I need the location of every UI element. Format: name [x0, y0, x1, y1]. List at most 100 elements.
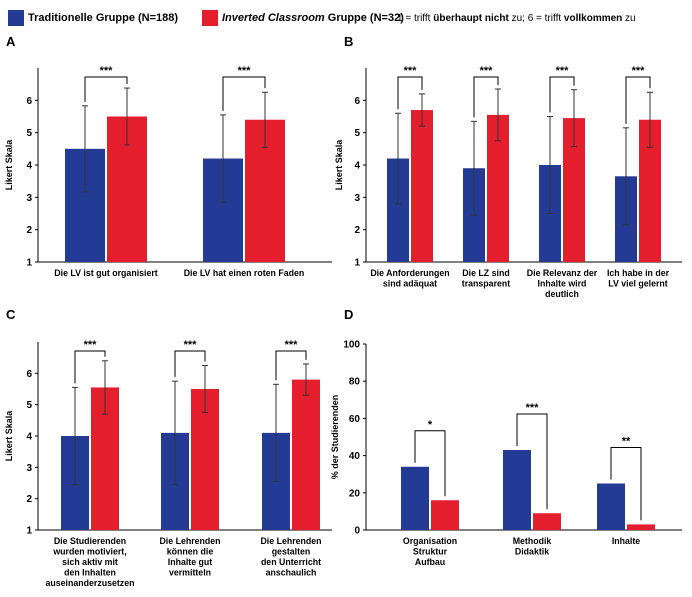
- bar-d-2-traditional: [597, 483, 625, 530]
- y-tick-label-b-1: 2: [354, 225, 360, 236]
- y-tick-label-d-4: 80: [349, 377, 361, 388]
- panel-letter-a: A: [6, 34, 16, 49]
- y-tick-label-b-4: 5: [354, 128, 360, 139]
- scale-prefix: 1 = trifft: [397, 13, 434, 24]
- panel-letter-d: D: [344, 307, 353, 322]
- x-tick-label-b-3-1: LV viel gelernt: [608, 279, 668, 289]
- x-tick-label-c-2-3: anschaulich: [266, 568, 317, 578]
- y-tick-label-b-5: 6: [354, 96, 360, 107]
- significance-bracket-d-1: [516, 413, 548, 510]
- y-tick-label-c-3: 4: [26, 432, 32, 443]
- legend-label-inverted-rest: Gruppe (N=32): [324, 12, 404, 24]
- x-tick-label-b-1-1: transparent: [462, 279, 510, 289]
- significance-bracket-a-0: [84, 76, 128, 102]
- significance-label-b-1: ***: [480, 65, 494, 77]
- significance-label-d-0: *: [428, 419, 433, 431]
- significance-bracket-d-0: [414, 430, 446, 497]
- x-tick-label-c-0-1: wurden motiviert,: [52, 547, 126, 557]
- legend-label-traditional: Traditionelle Gruppe (N=188): [28, 12, 179, 24]
- x-tick-label-c-0-3: den Inhalten: [64, 568, 116, 578]
- y-tick-label-b-0: 1: [354, 258, 360, 269]
- significance-label-a-0: ***: [100, 65, 114, 77]
- x-tick-label-c-1-1: können die: [167, 547, 214, 557]
- y-tick-label-a-1: 2: [26, 225, 32, 236]
- panel-c: C 1 2 3 4 5 6 Likert Skala *** Die Studierendenwu…: [4, 307, 332, 588]
- significance-label-c-1: ***: [184, 339, 198, 351]
- x-tick-label-d-0-2: Aufbau: [415, 557, 445, 567]
- scale-mid: zu; 6 = trifft: [508, 13, 564, 24]
- y-tick-label-d-1: 20: [349, 488, 361, 499]
- y-tick-label-b-2: 3: [354, 193, 360, 204]
- y-tick-label-c-1: 2: [26, 494, 32, 505]
- significance-bracket-c-2: [275, 350, 307, 381]
- significance-bracket-b-1: [473, 76, 499, 118]
- bar-d-1-inverted: [533, 513, 561, 530]
- bar-b-0-inverted: [411, 110, 433, 263]
- x-tick-label-d-2-0: Inhalte: [612, 536, 640, 546]
- bar-d-1-traditional: [503, 450, 531, 530]
- x-tick-label-b-1-0: Die LZ sind: [462, 268, 509, 278]
- legend-swatch-traditional: [8, 10, 24, 26]
- significance-bracket-a-1: [222, 76, 266, 111]
- bar-d-0-inverted: [431, 500, 459, 530]
- y-tick-label-c-2: 3: [26, 463, 32, 474]
- legend-label-inverted-name: Inverted Classroom: [222, 12, 325, 24]
- y-tick-label-d-5: 100: [343, 340, 360, 351]
- x-tick-label-d-0-1: Struktur: [413, 547, 448, 557]
- y-axis-label-c: Likert Skala: [4, 410, 14, 462]
- x-tick-label-d-0-0: Organisation: [403, 536, 457, 546]
- x-tick-label-c-1-0: Die Lehrenden: [159, 536, 220, 546]
- x-tick-label-a-1-0: Die LV hat einen roten Faden: [184, 268, 305, 278]
- x-tick-label-b-0-0: Die Anforderungen: [370, 268, 449, 278]
- significance-bracket-b-2: [549, 76, 575, 113]
- significance-bracket-b-0: [397, 76, 423, 110]
- x-tick-label-b-0-1: sind adäquat: [383, 279, 437, 289]
- y-tick-label-d-3: 60: [349, 414, 361, 425]
- legend-swatch-inverted: [202, 10, 218, 26]
- bar-b-2-inverted: [563, 118, 585, 262]
- x-tick-label-c-2-0: Die Lehrenden: [260, 536, 321, 546]
- y-tick-label-a-0: 1: [26, 258, 32, 269]
- x-tick-label-c-0-2: sich aktiv mit: [62, 557, 118, 567]
- x-tick-label-b-2-0: Die Relevanz der: [527, 268, 598, 278]
- panel-d: D 0 20 40 60 80 100 % der Studierenden * Organisa…: [330, 307, 682, 567]
- x-tick-label-c-0-4: auseinanderzusetzen: [46, 578, 135, 588]
- y-tick-label-a-5: 6: [26, 96, 32, 107]
- y-tick-label-c-5: 6: [26, 369, 32, 380]
- significance-label-a-1: ***: [238, 65, 252, 77]
- significance-label-b-0: ***: [404, 65, 418, 77]
- legend: Traditionelle Gruppe (N=188) Inverted Cl…: [0, 0, 692, 28]
- y-axis-label-b: Likert Skala: [334, 139, 344, 191]
- bar-d-2-inverted: [627, 524, 655, 530]
- scale-bold-1: überhaupt nicht: [433, 13, 509, 24]
- y-axis-label-d: % der Studierenden: [330, 395, 340, 480]
- y-tick-label-d-2: 40: [349, 451, 361, 462]
- panel-letter-b: B: [344, 34, 353, 49]
- x-tick-label-d-1-1: Didaktik: [515, 547, 549, 557]
- significance-bracket-c-0: [74, 350, 106, 384]
- y-tick-label-a-2: 3: [26, 193, 32, 204]
- bar-c-2-inverted: [292, 379, 320, 530]
- x-tick-label-d-1-0: Methodik: [513, 536, 552, 546]
- y-tick-label-c-4: 5: [26, 400, 32, 411]
- x-tick-label-c-1-3: vermitteln: [169, 568, 211, 578]
- significance-label-b-3: ***: [632, 65, 646, 77]
- panel-b: B 1 2 3 4 5 6 Likert Skala *** Die Anforderungens…: [334, 34, 682, 299]
- significance-label-c-2: ***: [285, 339, 299, 351]
- panel-a: A 1 2 3 4 5 6 Likert Skala *** Die LV ist gut org…: [4, 34, 332, 278]
- significance-label-c-0: ***: [84, 339, 98, 351]
- significance-label-d-2: **: [622, 436, 631, 448]
- scale-note: 1 = trifft überhaupt nicht zu; 6 = triff…: [397, 13, 636, 24]
- panel-letter-c: C: [6, 307, 16, 322]
- bar-d-0-traditional: [401, 466, 429, 530]
- x-tick-label-c-2-1: gestalten: [272, 547, 311, 557]
- x-tick-label-c-2-2: den Unterricht: [261, 557, 321, 567]
- scale-bold-2: vollkommen: [563, 13, 623, 24]
- x-tick-label-c-0-0: Die Studierenden: [54, 536, 126, 546]
- x-tick-label-b-3-0: Ich habe in der: [607, 268, 670, 278]
- bar-b-1-inverted: [487, 114, 509, 262]
- significance-label-b-2: ***: [556, 65, 570, 77]
- significance-bracket-b-3: [625, 76, 651, 124]
- y-tick-label-a-4: 5: [26, 128, 32, 139]
